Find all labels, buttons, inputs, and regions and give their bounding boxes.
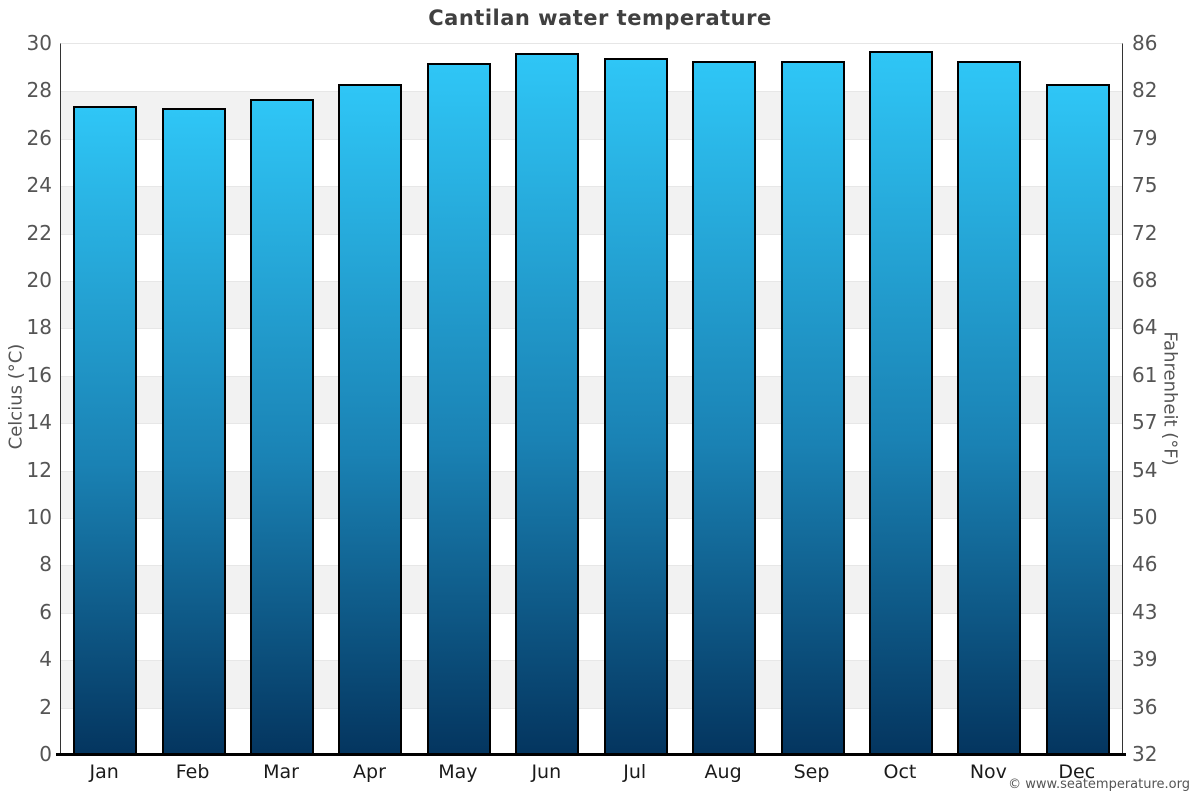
background-band xyxy=(61,91,1122,139)
y-tick-fahrenheit-36: 36 xyxy=(1132,694,1158,719)
y-tick-fahrenheit-82: 82 xyxy=(1132,78,1158,103)
bar-apr xyxy=(338,84,403,755)
x-tick-jul: Jul xyxy=(623,761,647,783)
x-tick-feb: Feb xyxy=(175,761,210,783)
y-tick-fahrenheit-64: 64 xyxy=(1132,315,1158,340)
y-tick-celsius-24: 24 xyxy=(26,173,52,198)
y-tick-fahrenheit-50: 50 xyxy=(1132,505,1158,529)
y-tick-celsius-20: 20 xyxy=(26,268,52,292)
y-tick-fahrenheit-32: 32 xyxy=(1132,742,1158,766)
background-band xyxy=(61,375,1122,424)
x-tick-sep: Sep xyxy=(793,761,830,783)
x-tick-apr: Apr xyxy=(353,761,386,783)
bar-dec xyxy=(1045,84,1110,755)
background-band xyxy=(61,565,1122,613)
background-band xyxy=(61,612,1122,661)
x-tick-jan: Jan xyxy=(89,761,119,783)
y-tick-celsius-12: 12 xyxy=(26,457,52,482)
y-tick-celsius-22: 22 xyxy=(26,220,52,245)
y-tick-celsius-14: 14 xyxy=(26,410,52,435)
y-tick-fahrenheit-46: 46 xyxy=(1132,552,1158,577)
bar-nov xyxy=(957,60,1022,755)
plot-area xyxy=(60,43,1123,755)
background-band xyxy=(61,423,1122,471)
bar-oct xyxy=(868,51,933,755)
y-tick-fahrenheit-79: 79 xyxy=(1132,125,1158,150)
y-tick-celsius-16: 16 xyxy=(26,362,52,387)
x-tick-may: May xyxy=(438,761,478,783)
y-tick-fahrenheit-61: 61 xyxy=(1132,362,1158,387)
y-tick-celsius-10: 10 xyxy=(26,505,52,529)
y-tick-fahrenheit-86: 86 xyxy=(1132,31,1158,55)
bar-jan xyxy=(73,105,138,755)
x-tick-nov: Nov xyxy=(969,761,1007,783)
background-band xyxy=(61,233,1122,281)
x-tick-oct: Oct xyxy=(883,761,917,783)
bar-jun xyxy=(515,53,580,755)
y-tick-fahrenheit-57: 57 xyxy=(1132,410,1158,435)
y-tick-celsius-8: 8 xyxy=(39,552,52,577)
bar-may xyxy=(426,62,491,755)
chart-title: Cantilan water temperature xyxy=(428,6,772,30)
background-band xyxy=(61,470,1122,518)
x-tick-mar: Mar xyxy=(263,761,299,783)
background-band xyxy=(61,44,1122,92)
y-tick-fahrenheit-75: 75 xyxy=(1132,173,1158,198)
background-band xyxy=(61,138,1122,187)
y-tick-fahrenheit-72: 72 xyxy=(1132,220,1158,245)
y-tick-celsius-0: 0 xyxy=(39,742,52,766)
x-axis-line xyxy=(56,753,1126,756)
y-tick-celsius-4: 4 xyxy=(39,647,52,672)
bar-jul xyxy=(603,58,668,755)
x-tick-aug: Aug xyxy=(704,761,742,783)
x-tick-dec: Dec xyxy=(1058,761,1096,783)
background-band xyxy=(61,660,1122,708)
bar-aug xyxy=(692,60,757,755)
background-band xyxy=(61,186,1122,234)
y-tick-celsius-2: 2 xyxy=(39,694,52,719)
background-band xyxy=(61,328,1122,376)
y-tick-fahrenheit-68: 68 xyxy=(1132,268,1158,292)
background-band xyxy=(61,518,1122,566)
y-tick-celsius-18: 18 xyxy=(26,315,52,340)
copyright-attribution: © www.seatemperature.org xyxy=(1008,777,1190,792)
y-tick-fahrenheit-39: 39 xyxy=(1132,647,1158,672)
y-tick-celsius-28: 28 xyxy=(26,78,52,103)
background-band xyxy=(61,707,1122,755)
bar-feb xyxy=(161,108,226,755)
y-tick-fahrenheit-43: 43 xyxy=(1132,599,1158,624)
y-tick-fahrenheit-54: 54 xyxy=(1132,457,1158,482)
y-axis-title-fahrenheit: Fahrenheit (°F) xyxy=(1159,331,1181,466)
y-tick-celsius-30: 30 xyxy=(26,31,52,55)
x-tick-jun: Jun xyxy=(531,761,562,783)
background-band xyxy=(61,281,1122,329)
y-tick-celsius-26: 26 xyxy=(26,125,52,150)
bar-sep xyxy=(780,60,845,755)
y-tick-celsius-6: 6 xyxy=(39,599,52,624)
bar-mar xyxy=(250,98,315,755)
